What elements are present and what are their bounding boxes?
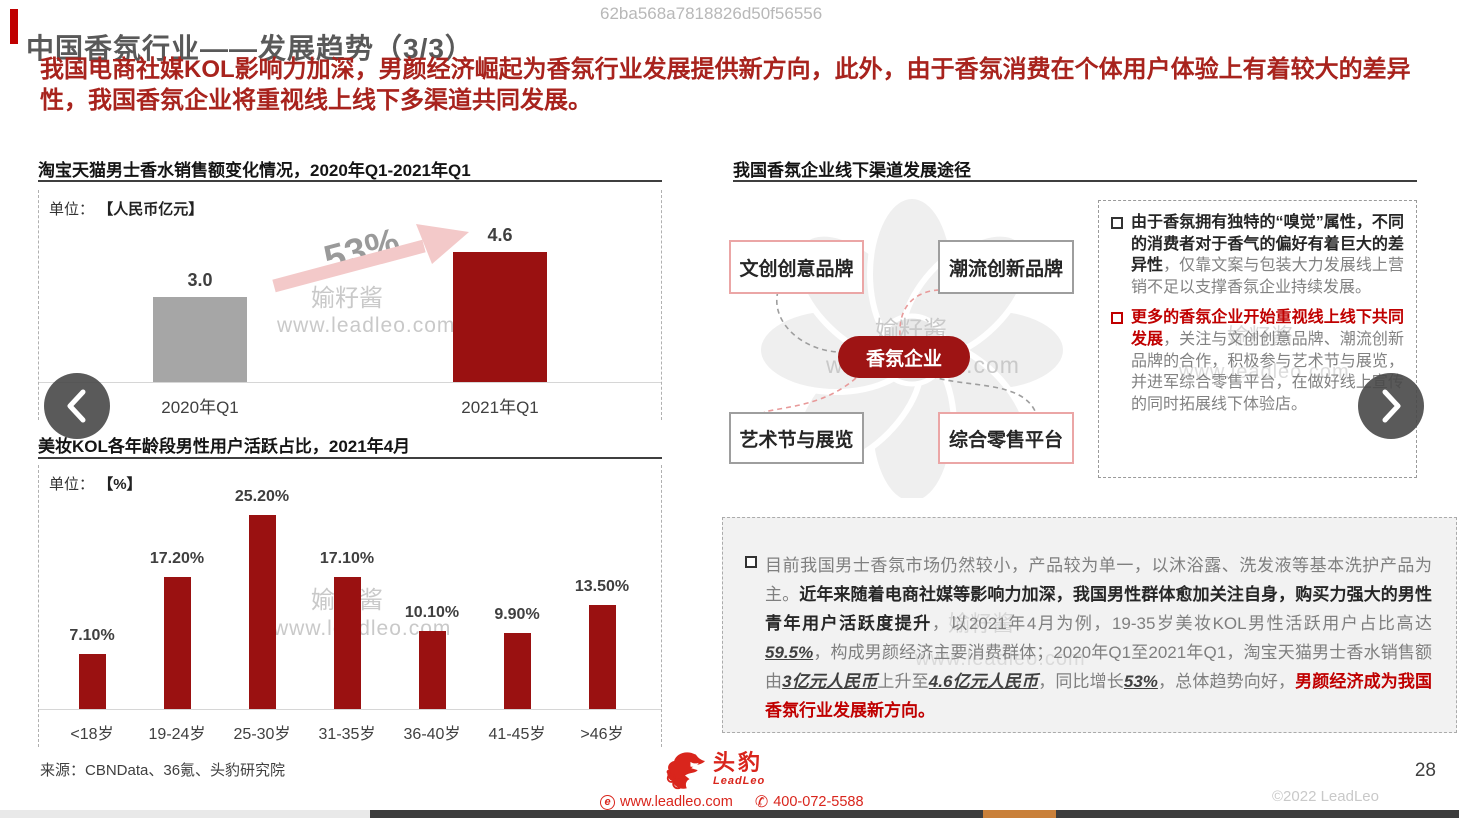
summary-box: 媮籽酱 www.leadleo.com 目前我国男士香氛市场仍然较小，产品较为单… [722,517,1457,733]
diagram-title: 我国香氛企业线下渠道发展途径 [733,161,971,180]
category-label: 19-24岁 [148,726,206,743]
logo-cn-text: 头豹 [713,750,764,775]
logo-en-text: LeadLeo [713,775,766,787]
bottom-bar-light-segment [0,810,370,818]
age-chart-plot-area: 7.10% <18岁 17.20% 19-24岁 25.20% 25-30岁 17.10% 3… [39,465,661,747]
insight-bullet-1: 由于香氛拥有独特的“嗅觉”属性，不同的消费者对于香气的偏好有着巨大的差异性，仅靠… [1111,212,1404,298]
age-chart-unit: 单位： 【%】 [49,476,142,493]
chevron-right-icon [1382,389,1401,423]
bullet-square-icon [1111,217,1123,229]
value-label: 25.20% [234,488,290,505]
page-title: 中国香氛行业——发展趋势（3/3） [26,32,474,64]
sales-chart-plot-area: 3.0 2020年Q1 4.6 2021年Q1 [39,190,661,420]
value-label: 3.0 [187,270,213,290]
watermark-name: 媮籽酱 [948,611,1015,636]
age-chart-title-underline [38,457,662,459]
watermark-site: www.leadleo.com [1179,361,1350,383]
growth-arrow-icon [272,224,469,293]
watermark-name: 媮籽酱 [311,285,383,312]
insight-2-lead: 更多的香氛企业开始重视线上线下共同发展 [1131,309,1404,348]
prev-page-button[interactable] [44,373,110,439]
insight-1-rest: ，仅靠文案与包装大力发展线上营销不足以支撑香氛企业持续发展。 [1131,257,1404,296]
diagram-title-underline [733,180,1417,182]
bar-25-30岁 [248,515,276,709]
insight-2-rest: ，关注与文创创意品牌、潮流创新品牌的合作，积极参与艺术节与展览，并进军综合零售平… [1131,330,1404,413]
category-label: 31-35岁 [318,726,376,743]
node-integrated-retail-platform: 综合零售平台 [938,412,1074,464]
watermark-site: www.leadleo.com [273,617,452,640]
footer-contact: e www.leadleo.com ✆ 400-072-5588 [600,792,864,812]
globe-icon: e [600,794,615,810]
bottom-scrollbar-thumb[interactable] [983,810,1056,818]
value-label: 17.20% [149,550,205,567]
insight-1-lead: 由于香氛拥有独特的“嗅觉”属性，不同的消费者对于香气的偏好有着巨大的差异性 [1131,214,1404,275]
category-label: >46岁 [580,726,624,743]
category-label: 2020年Q1 [161,398,239,417]
phone-icon: ✆ [754,794,769,811]
insight-box: 媮籽酱 www.leadleo.com 由于香氛拥有独特的“嗅觉”属性，不同的消… [1098,200,1417,478]
age-chart-panel: 单位： 【%】 媮籽酱 www.leadleo.com 7.10%<18岁17.… [38,465,662,747]
value-label: 13.50% [574,578,630,595]
bullet-square-icon [1111,312,1123,325]
bar-31-35岁 [333,577,361,709]
bar-<18岁 [78,654,106,709]
category-label: <18岁 [70,726,114,743]
watermark-site: www.leadleo.com [277,314,456,337]
phone-number[interactable]: 400-072-5588 [773,794,864,810]
bar->46岁 [588,605,616,709]
title-accent-bar [10,9,18,44]
value-label: 10.10% [404,604,460,621]
value-label: 9.90% [494,606,540,623]
bar-2021年Q1 [453,252,547,382]
sales-chart-unit: 单位： 【人民币亿元】 [49,201,204,218]
sales-chart-title-underline [38,180,662,182]
page-subtitle: 我国电商社媒KOL影响力加深，男颜经济崛起为香氛行业发展提供新方向，此外，由于香… [40,56,1411,114]
value-label: 7.10% [69,627,115,644]
website-link[interactable]: www.leadleo.com [620,794,733,810]
value-label: 17.10% [319,550,375,567]
bar-41-45岁 [503,633,531,709]
source-note: 来源：CBNData、36氪、头豹研究院 [40,762,286,779]
bar-19-24岁 [163,577,191,709]
chevron-left-icon [67,389,86,423]
leopard-icon [666,752,705,790]
sales-chart-panel: 单位： 【人民币亿元】 53% 媮籽酱 www.leadleo.com 3.0 2… [38,190,662,420]
value-label: 4.6 [487,225,513,245]
category-label: 41-45岁 [488,726,546,743]
watermark-id: 62ba568a7818826d50f56556 [600,4,823,23]
leadleo-logo: 头豹 LeadLeo [663,751,765,791]
category-label: 2021年Q1 [461,398,539,417]
node-art-festival-exhibition: 艺术节与展览 [729,412,864,464]
insight-bullet-2: 更多的香氛企业开始重视线上线下共同发展，关注与文创创意品牌、潮流创新品牌的合作，… [1111,307,1404,415]
copyright-note: ©2022 LeadLeo [1272,788,1379,805]
bar-36-40岁 [418,631,446,709]
watermark-name: 媮籽酱 [1227,324,1294,349]
summary-bullet: 目前我国男士香氛市场仍然较小，产品较为单一，以沐浴露、洗发液等基本洗护产品为主。… [745,551,1432,725]
bottom-scrollbar [0,810,1459,818]
node-trend-innovation-brand: 潮流创新品牌 [938,240,1074,294]
node-cultural-creative-brand: 文创创意品牌 [729,240,864,294]
x-axis [39,382,661,383]
category-label: 25-30岁 [233,726,291,743]
diagram-connectors [763,289,1036,413]
x-axis [39,709,661,710]
bar-2020年Q1 [153,297,247,382]
diagram-area: 媮籽酱 www.leadleo.com 文创创意品牌 潮流创新品牌 艺术节与展览… [720,190,1100,502]
watermark-site: www.leadleo.com [915,648,1086,670]
age-chart-title: 美妆KOL各年龄段男性用户活跃占比，2021年4月 [38,437,411,456]
category-label: 36-40岁 [403,726,461,743]
sales-chart-title: 淘宝天猫男士香水销售额变化情况，2020年Q1-2021年Q1 [38,161,471,180]
center-node-fragrance-company: 香氛企业 [838,336,970,378]
next-page-button[interactable] [1358,373,1424,439]
page-number: 28 [1414,760,1436,781]
summary-text: 目前我国男士香氛市场仍然较小，产品较为单一，以沐浴露、洗发液等基本洗护产品为主。… [765,556,1433,720]
bullet-square-icon [745,556,757,568]
